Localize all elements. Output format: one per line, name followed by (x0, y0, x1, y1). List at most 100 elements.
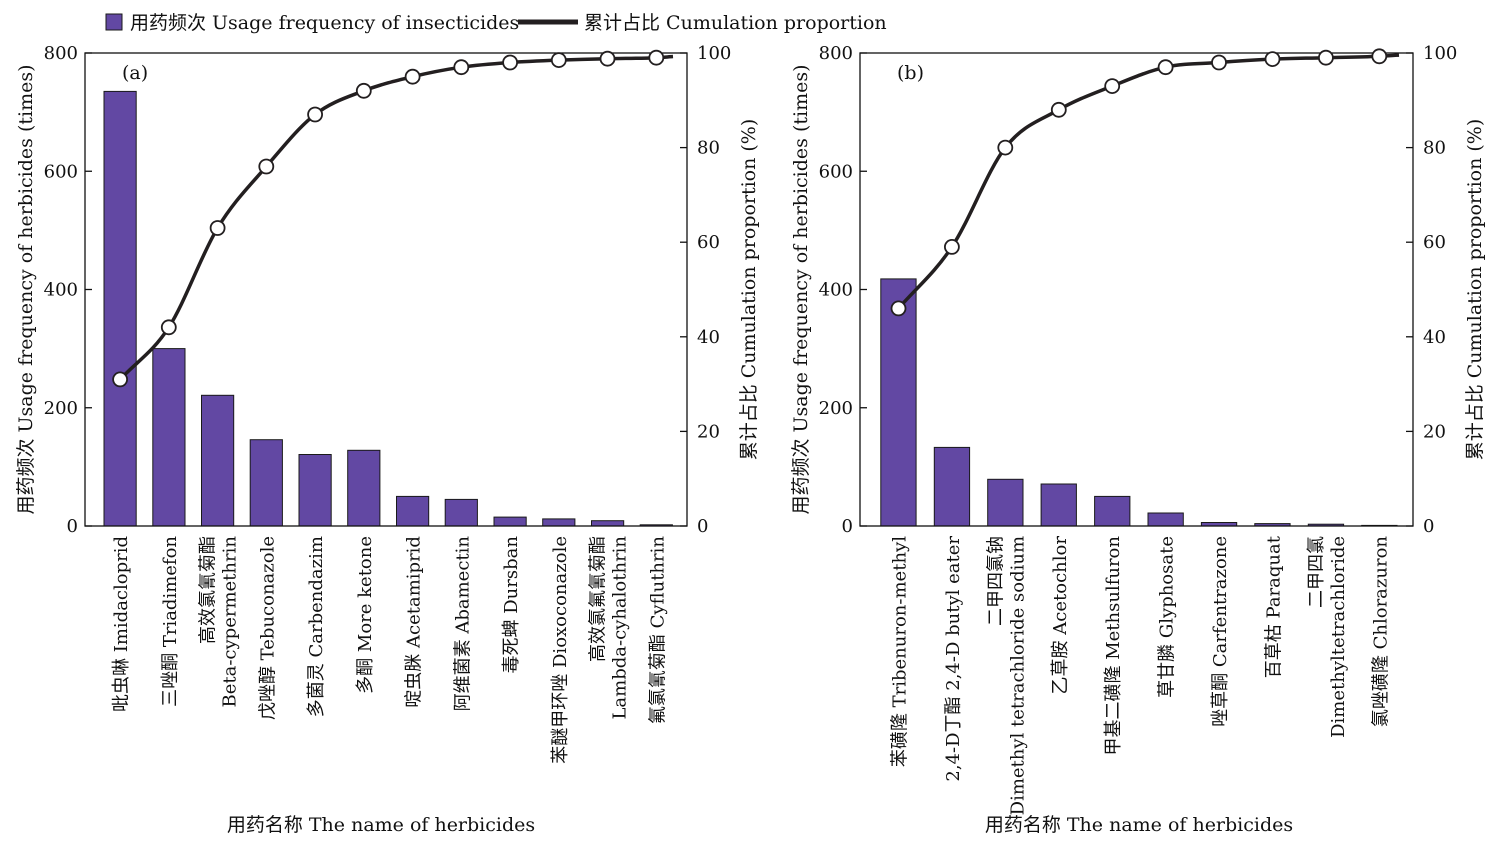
y-tick-label: 400 (819, 280, 853, 301)
cumulative-point (890, 300, 907, 317)
y2-axis-title: 累计占比 Cumulation proportion (%) (738, 119, 760, 461)
bar (152, 348, 186, 527)
y2-tick-label: 0 (697, 516, 708, 537)
panel-label: (b) (897, 62, 924, 84)
y2-tick-label: 60 (697, 232, 720, 253)
legend-bar-label: 用药频次 Usage frequency of insecticides (130, 12, 519, 34)
bar (987, 478, 1024, 527)
y-tick-label: 400 (44, 280, 78, 301)
cumulative-point (648, 49, 665, 66)
y-tick-label: 800 (819, 43, 853, 64)
category-label: 高效氯氰菊酯 (198, 536, 219, 644)
category-label: 高效氯氟氰菊酯 (588, 536, 609, 662)
bar (347, 449, 381, 527)
cumulative-point (550, 52, 567, 68)
legend-bar-swatch (105, 13, 123, 31)
cumulative-point (355, 82, 372, 99)
x-axis-title: 用药名称 The name of herbicides (985, 814, 1293, 836)
category-label: 氯唑磺隆 Chlorazuron (1370, 536, 1391, 728)
category-label: Dimethyl tetrachloride sodium (1007, 536, 1028, 815)
cumulative-point (599, 50, 616, 67)
cumulative-point (502, 54, 519, 71)
bar (880, 278, 917, 527)
y2-tick-label: 40 (697, 327, 720, 348)
category-label: 草甘膦 Glyphosate (1157, 536, 1178, 698)
x-axis-title: 用药名称 The name of herbicides (227, 814, 535, 836)
cumulative-point (944, 238, 960, 255)
legend: 用药频次 Usage frequency of insecticides 累计占… (105, 12, 887, 34)
category-label: 二甲四氯钠 (985, 536, 1006, 626)
y-axis-title: 用药频次 Usage frequency of herbicides (time… (790, 64, 812, 514)
cumulative-point (453, 59, 470, 76)
category-label: 多菌灵 Carbendazim (306, 536, 327, 717)
y-tick-label: 200 (44, 398, 78, 419)
bar (444, 498, 478, 527)
y2-tick-label: 20 (1423, 421, 1446, 442)
cumulative-point (1104, 78, 1121, 94)
y-axis-title: 用药频次 Usage frequency of herbicides (time… (15, 64, 37, 514)
category-label: 多酮 More ketone (355, 536, 376, 694)
y-tick-label: 0 (842, 516, 853, 537)
bar (542, 518, 576, 527)
cumulative-point (1211, 54, 1227, 71)
bar (1094, 495, 1131, 527)
bar (1040, 483, 1077, 527)
category-label: 乙草胺 Acetochlor (1050, 536, 1071, 695)
bar (298, 454, 332, 527)
bar (1147, 512, 1184, 527)
category-label: 苯醚甲环唑 Dioxoconazole (550, 536, 571, 764)
cumulative-line (897, 53, 1400, 310)
y-tick-label: 600 (44, 161, 78, 182)
category-label: 三唑酮 Triadimefon (160, 536, 181, 707)
cumulative-point (258, 158, 275, 175)
category-label: 戊唑醇 Tebuconazole (257, 536, 278, 720)
category-label: Lambda-cyhalothrin (610, 536, 631, 720)
cumulative-point (1371, 48, 1388, 65)
bar (201, 394, 235, 527)
y2-tick-label: 60 (1423, 232, 1446, 253)
cumulative-point (112, 371, 128, 388)
category-label: Beta-cypermethrin (220, 536, 241, 708)
cumulative-point (1318, 49, 1334, 66)
cumulative-point (1157, 59, 1174, 76)
category-label: 2,4-D丁酯 2,4-D butyl eater (943, 536, 964, 782)
category-label: 二甲四氯 (1306, 536, 1327, 608)
panel-b: 0 200 400 600 800 0 20 40 60 80 100 (b) 苯磺隆 Tribenur… (790, 43, 1486, 836)
category-label: Dimethyltetrachloride (1328, 536, 1349, 738)
y2-tick-label: 80 (1423, 138, 1446, 159)
category-label: 苯磺隆 Tribenuron-methyl (890, 536, 911, 767)
y2-tick-label: 100 (1423, 43, 1457, 64)
y-tick-label: 800 (44, 43, 78, 64)
cumulative-line (118, 54, 674, 381)
category-label: 唑草酮 Carfentrazone (1210, 536, 1231, 727)
cumulative-point (404, 68, 421, 85)
bar (591, 520, 625, 527)
legend-line-label: 累计占比 Cumulation proportion (584, 12, 887, 34)
category-label: 百草枯 Paraquat (1264, 535, 1285, 678)
cumulative-point (1264, 51, 1281, 67)
bar (933, 446, 971, 527)
category-label: 吡虫啉 Imidacloprid (111, 536, 132, 712)
category-label: 甲基二磺隆 Methsulfuron (1103, 536, 1124, 756)
cumulative-point (209, 220, 226, 236)
y2-tick-label: 40 (1423, 327, 1446, 348)
cumulative-point (997, 139, 1014, 156)
bar (249, 439, 283, 527)
bar (396, 495, 430, 527)
bar (103, 90, 137, 527)
bar (493, 516, 527, 527)
y2-axis-title: 累计占比 Cumulation proportion (%) (1464, 119, 1486, 461)
category-label: 阿维菌素 Abamectin (452, 536, 473, 712)
panel-label: (a) (122, 62, 148, 84)
y-tick-label: 600 (819, 161, 853, 182)
cumulative-point (1050, 101, 1067, 118)
category-label: 啶虫脒 Acetamiprid (404, 536, 425, 708)
y2-tick-label: 80 (697, 138, 720, 159)
y2-tick-label: 20 (697, 421, 720, 442)
cumulative-point (307, 106, 324, 123)
cumulative-point (160, 319, 177, 336)
y2-tick-label: 0 (1423, 516, 1434, 537)
y-tick-label: 0 (67, 516, 78, 537)
panel-a: 0 200 400 600 800 0 20 40 60 80 100 (a) 吡虫啉 Imidaclo… (15, 43, 760, 836)
